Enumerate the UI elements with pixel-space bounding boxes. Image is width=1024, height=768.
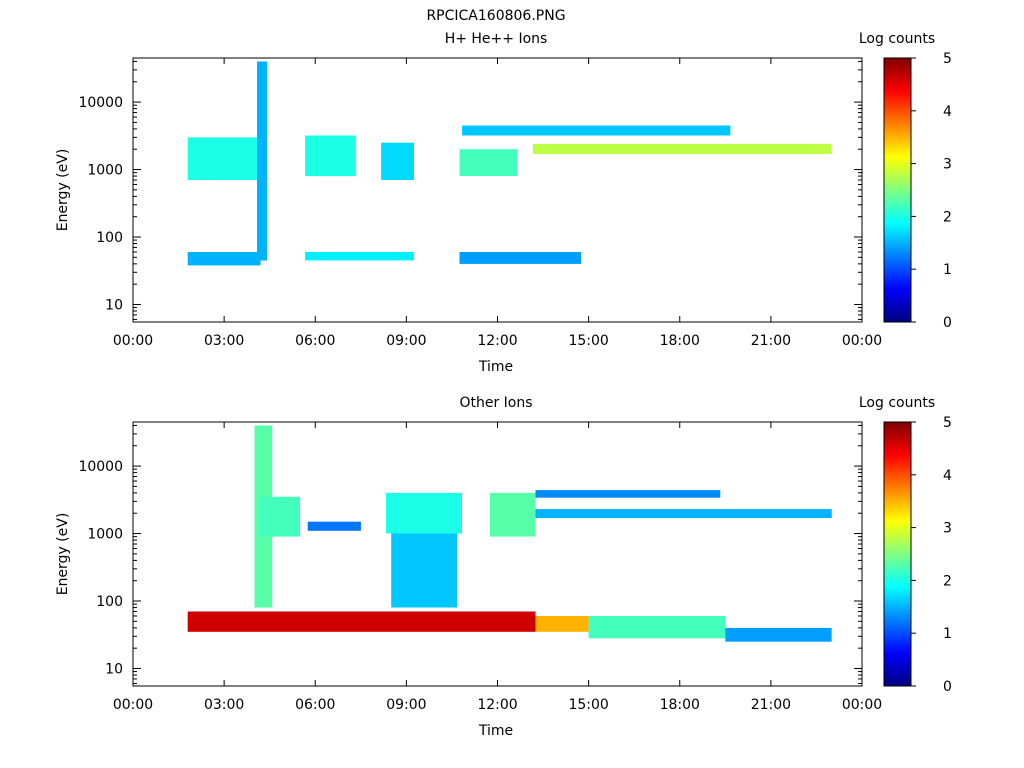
colorbar-2-ticks: 0 1 2 3 4 5 xyxy=(911,415,952,695)
heatmap-2-y-ticks: 10 100 1000 10000 xyxy=(78,424,862,684)
heatmap-2-x-axis-label: Time xyxy=(478,723,513,739)
colorbar-2-label: Log counts xyxy=(859,395,935,411)
heatmap-2-band-2 xyxy=(535,616,589,632)
heatmap-1-y-axis-label: Energy (eV) xyxy=(55,149,71,232)
y-tick-label: 10 xyxy=(105,297,123,313)
heatmap-1-band-9 xyxy=(462,125,731,136)
colorbar-2 xyxy=(883,421,912,687)
y-tick-label: 100 xyxy=(96,230,123,246)
panel-other-ions: Other Ions 00:00 03:00 06:00 09:00 12:00 15:0… xyxy=(55,395,952,739)
heatmap-2-band-11 xyxy=(535,490,721,498)
heatmap-2-band-8 xyxy=(386,492,462,534)
x-tick-label: 03:00 xyxy=(204,333,244,349)
colorbar-1 xyxy=(883,57,912,323)
heatmap-2-y-axis-label: Energy (eV) xyxy=(55,513,71,596)
heatmap-1-x-ticks: 00:00 03:00 06:00 09:00 12:00 15:00 18:00 21:00… xyxy=(113,58,882,349)
y-tick-label: 10000 xyxy=(78,95,123,111)
panel-1-title: H+ He++ Ions xyxy=(445,31,548,47)
y-tick-label: 100 xyxy=(96,594,123,610)
x-tick-label: 00:00 xyxy=(842,697,882,713)
heatmap-1-band-4 xyxy=(305,135,356,177)
x-tick-label: 21:00 xyxy=(751,333,791,349)
x-tick-label: 21:00 xyxy=(751,697,791,713)
figure-title: RPCICA160806.PNG xyxy=(426,8,565,24)
heatmap-1-band-2 xyxy=(187,252,261,266)
heatmap-2-band-3 xyxy=(588,616,726,639)
heatmap-2-band-12 xyxy=(535,509,832,518)
heatmap-2-band-10 xyxy=(489,492,536,537)
x-tick-label: 03:00 xyxy=(204,697,244,713)
heatmap-2-band-9 xyxy=(391,533,457,608)
x-tick-label: 12:00 xyxy=(477,697,517,713)
y-tick-label: 1000 xyxy=(87,163,123,179)
heatmap-1-band-3 xyxy=(257,61,268,261)
colorbar-tick-label: 3 xyxy=(943,521,952,537)
heatmap-1-x-axis-label: Time xyxy=(478,359,513,375)
heatmap-1-band-1 xyxy=(187,137,261,180)
x-tick-label: 06:00 xyxy=(295,697,335,713)
heatmap-1-band-10 xyxy=(532,143,832,154)
colorbar-tick-label: 1 xyxy=(943,262,952,278)
colorbar-tick-label: 2 xyxy=(943,573,952,589)
y-tick-label: 10 xyxy=(105,661,123,677)
x-tick-label: 18:00 xyxy=(660,333,700,349)
colorbar-tick-label: 0 xyxy=(943,315,952,331)
x-tick-label: 00:00 xyxy=(113,333,153,349)
x-tick-label: 18:00 xyxy=(660,697,700,713)
heatmap-1-y-ticks: 10 100 1000 10000 xyxy=(78,60,862,320)
heatmap-2-x-ticks: 00:00 03:00 06:00 09:00 12:00 15:00 18:00 21:00… xyxy=(113,422,882,713)
colorbar-tick-label: 0 xyxy=(943,679,952,695)
colorbar-1-ticks: 0 1 2 3 4 5 xyxy=(911,51,952,331)
colorbar-1-label: Log counts xyxy=(859,31,935,47)
x-tick-label: 15:00 xyxy=(568,333,608,349)
panel-h-he-ions: H+ He++ Ions 00:00 03:00 06:00 09:00 12:00 15… xyxy=(55,31,952,375)
colorbar-tick-label: 1 xyxy=(943,626,952,642)
x-tick-label: 15:00 xyxy=(568,697,608,713)
colorbar-tick-label: 2 xyxy=(943,209,952,225)
heatmap-1-plot-area xyxy=(187,61,832,266)
y-tick-label: 10000 xyxy=(78,459,123,475)
x-tick-label: 00:00 xyxy=(842,333,882,349)
x-tick-label: 09:00 xyxy=(386,333,426,349)
heatmap-1-band-6 xyxy=(381,142,414,180)
heatmap-2-frame xyxy=(132,421,863,687)
colorbar-tick-label: 3 xyxy=(943,157,952,173)
colorbar-tick-label: 5 xyxy=(943,51,952,67)
heatmap-2-plot-area xyxy=(187,425,832,642)
x-tick-label: 06:00 xyxy=(295,333,335,349)
heatmap-1-band-7 xyxy=(459,149,518,176)
heatmap-2-band-4 xyxy=(725,627,832,642)
x-tick-label: 00:00 xyxy=(113,697,153,713)
y-tick-label: 1000 xyxy=(87,527,123,543)
colorbar-tick-label: 5 xyxy=(943,415,952,431)
heatmap-2-band-1 xyxy=(187,611,536,632)
heatmap-2-band-7 xyxy=(307,521,361,531)
heatmap-1-frame xyxy=(132,57,863,323)
panel-2-title: Other Ions xyxy=(459,395,532,411)
colorbar-tick-label: 4 xyxy=(943,468,952,484)
x-tick-label: 12:00 xyxy=(477,333,517,349)
colorbar-tick-label: 4 xyxy=(943,104,952,120)
x-tick-label: 09:00 xyxy=(386,697,426,713)
heatmap-1-band-8 xyxy=(459,252,581,264)
heatmap-1-band-5 xyxy=(305,252,414,261)
heatmap-2-band-6 xyxy=(259,496,301,537)
